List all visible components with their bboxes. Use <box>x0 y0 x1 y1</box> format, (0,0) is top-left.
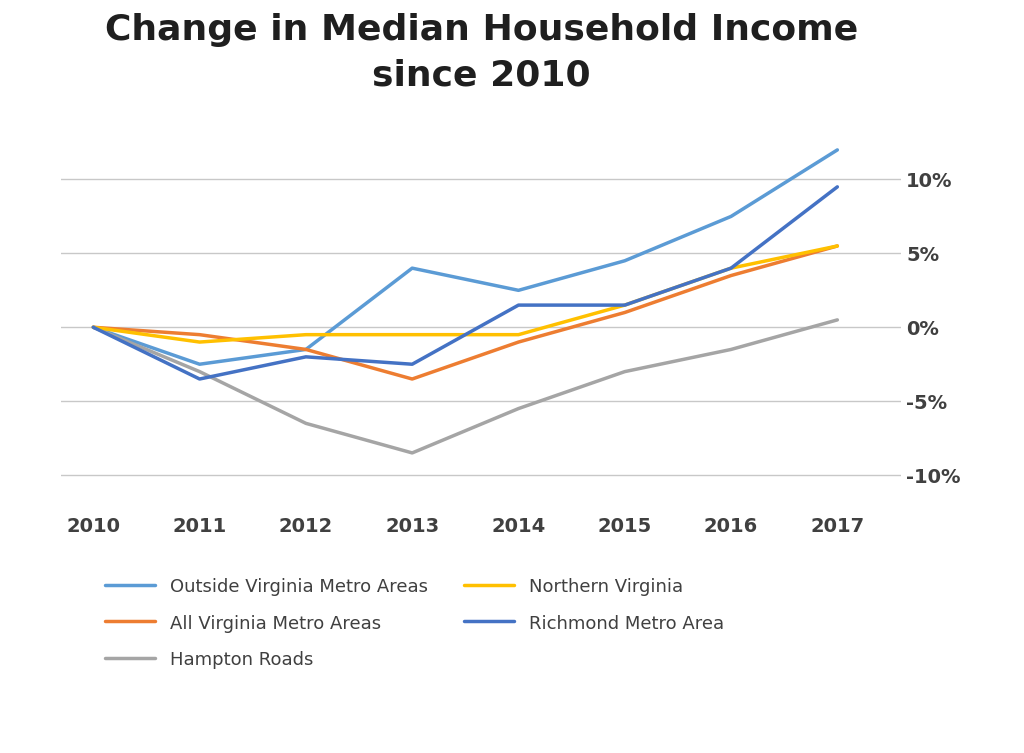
Outside Virginia Metro Areas <box>725 212 737 221</box>
All Virginia Metro Areas <box>618 308 631 317</box>
Outside Virginia Metro Areas <box>618 256 631 265</box>
Legend: Outside Virginia Metro Areas, All Virginia Metro Areas, Hampton Roads, Northern : Outside Virginia Metro Areas, All Virgin… <box>95 569 733 678</box>
Line: All Virginia Metro Areas: All Virginia Metro Areas <box>93 246 838 379</box>
Outside Virginia Metro Areas <box>831 145 844 154</box>
Line: Outside Virginia Metro Areas: Outside Virginia Metro Areas <box>93 150 838 364</box>
All Virginia Metro Areas <box>407 374 419 383</box>
Northern Virginia <box>618 300 631 309</box>
Richmond Metro Area <box>407 360 419 369</box>
Northern Virginia <box>407 330 419 339</box>
Northern Virginia <box>87 323 99 332</box>
All Virginia Metro Areas <box>87 323 99 332</box>
Hampton Roads <box>725 345 737 354</box>
All Virginia Metro Areas <box>831 242 844 251</box>
Northern Virginia <box>512 330 524 339</box>
Line: Hampton Roads: Hampton Roads <box>93 320 838 453</box>
All Virginia Metro Areas <box>512 337 524 346</box>
Richmond Metro Area <box>831 182 844 191</box>
Hampton Roads <box>300 419 312 428</box>
All Virginia Metro Areas <box>300 345 312 354</box>
Outside Virginia Metro Areas <box>194 360 206 369</box>
Hampton Roads <box>512 404 524 413</box>
Title: Change in Median Household Income
since 2010: Change in Median Household Income since … <box>104 14 858 92</box>
Line: Northern Virginia: Northern Virginia <box>93 246 838 342</box>
Richmond Metro Area <box>618 300 631 309</box>
Hampton Roads <box>831 316 844 325</box>
Richmond Metro Area <box>512 300 524 309</box>
Hampton Roads <box>407 448 419 457</box>
Outside Virginia Metro Areas <box>407 264 419 273</box>
Richmond Metro Area <box>725 264 737 273</box>
Hampton Roads <box>194 367 206 376</box>
Richmond Metro Area <box>194 374 206 383</box>
Hampton Roads <box>618 367 631 376</box>
Outside Virginia Metro Areas <box>300 345 312 354</box>
Line: Richmond Metro Area: Richmond Metro Area <box>93 187 838 379</box>
Northern Virginia <box>194 337 206 346</box>
Richmond Metro Area <box>87 323 99 332</box>
Outside Virginia Metro Areas <box>87 323 99 332</box>
Northern Virginia <box>300 330 312 339</box>
Richmond Metro Area <box>300 352 312 361</box>
Outside Virginia Metro Areas <box>512 286 524 295</box>
Northern Virginia <box>831 242 844 251</box>
All Virginia Metro Areas <box>194 330 206 339</box>
All Virginia Metro Areas <box>725 271 737 280</box>
Northern Virginia <box>725 264 737 273</box>
Hampton Roads <box>87 323 99 332</box>
